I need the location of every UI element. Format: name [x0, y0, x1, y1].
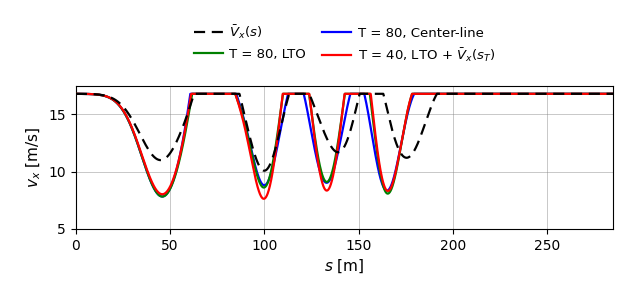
Y-axis label: $v_x$ [m/s]: $v_x$ [m/s]	[25, 127, 43, 188]
Legend: $\bar{V}_x(s)$, T = 80, LTO, T = 80, Center-line, T = 40, LTO + $\bar{V}_x(s_T)$: $\bar{V}_x(s)$, T = 80, LTO, T = 80, Cen…	[188, 18, 501, 69]
X-axis label: $s$ [m]: $s$ [m]	[324, 258, 365, 275]
